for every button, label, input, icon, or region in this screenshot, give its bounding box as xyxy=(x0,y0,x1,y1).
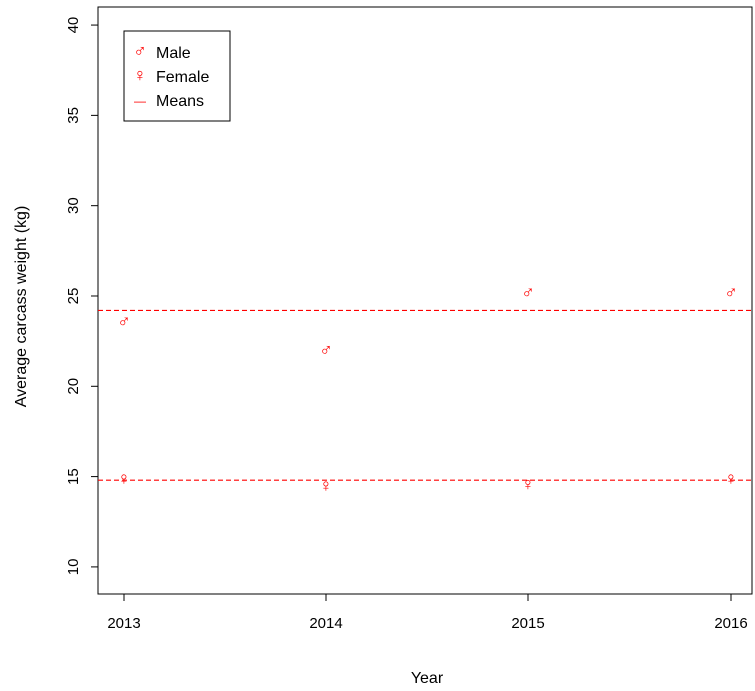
legend-label: Means xyxy=(156,93,204,110)
male-point: ♂ xyxy=(521,282,535,302)
legend-symbol: ♂ xyxy=(133,41,147,61)
legend-label: Female xyxy=(156,69,209,86)
female-point: ♀ xyxy=(521,474,535,494)
plot-frame xyxy=(97,6,753,595)
y-tick-label: 25 xyxy=(65,288,82,305)
female-point: ♀ xyxy=(724,468,738,488)
x-axis-title: Year xyxy=(411,670,444,687)
male-point: ♂ xyxy=(724,282,738,302)
legend-box xyxy=(123,30,231,122)
legend: ♂ Male ♀ Female — Means xyxy=(123,30,231,122)
y-axis-title: Average carcass weight (kg) xyxy=(13,206,30,408)
x-tick-label: 2015 xyxy=(511,615,544,632)
male-point: ♂ xyxy=(117,311,131,331)
legend-symbol: ♀ xyxy=(133,65,147,85)
x-tick-label: 2016 xyxy=(714,615,747,632)
legend-symbol: — xyxy=(134,94,146,108)
y-tick-label: 40 xyxy=(65,17,82,34)
y-axis: 10 15 20 25 30 35 40 xyxy=(65,17,98,576)
male-point: ♂ xyxy=(319,340,333,360)
female-point: ♀ xyxy=(117,468,131,488)
y-tick-label: 30 xyxy=(65,197,82,214)
x-axis: 2013 2014 2015 2016 xyxy=(107,594,748,632)
data-points: ♂ ♂ ♂ ♂ ♀ ♀ ♀ ♀ xyxy=(117,282,738,495)
y-tick-label: 20 xyxy=(65,378,82,395)
y-tick-label: 15 xyxy=(65,468,82,485)
x-tick-label: 2014 xyxy=(309,615,342,632)
mean-lines xyxy=(98,309,752,481)
x-tick-label: 2013 xyxy=(107,615,140,632)
female-point: ♀ xyxy=(319,476,333,496)
y-tick-label: 35 xyxy=(65,107,82,124)
y-tick-label: 10 xyxy=(65,559,82,576)
legend-label: Male xyxy=(156,45,191,62)
